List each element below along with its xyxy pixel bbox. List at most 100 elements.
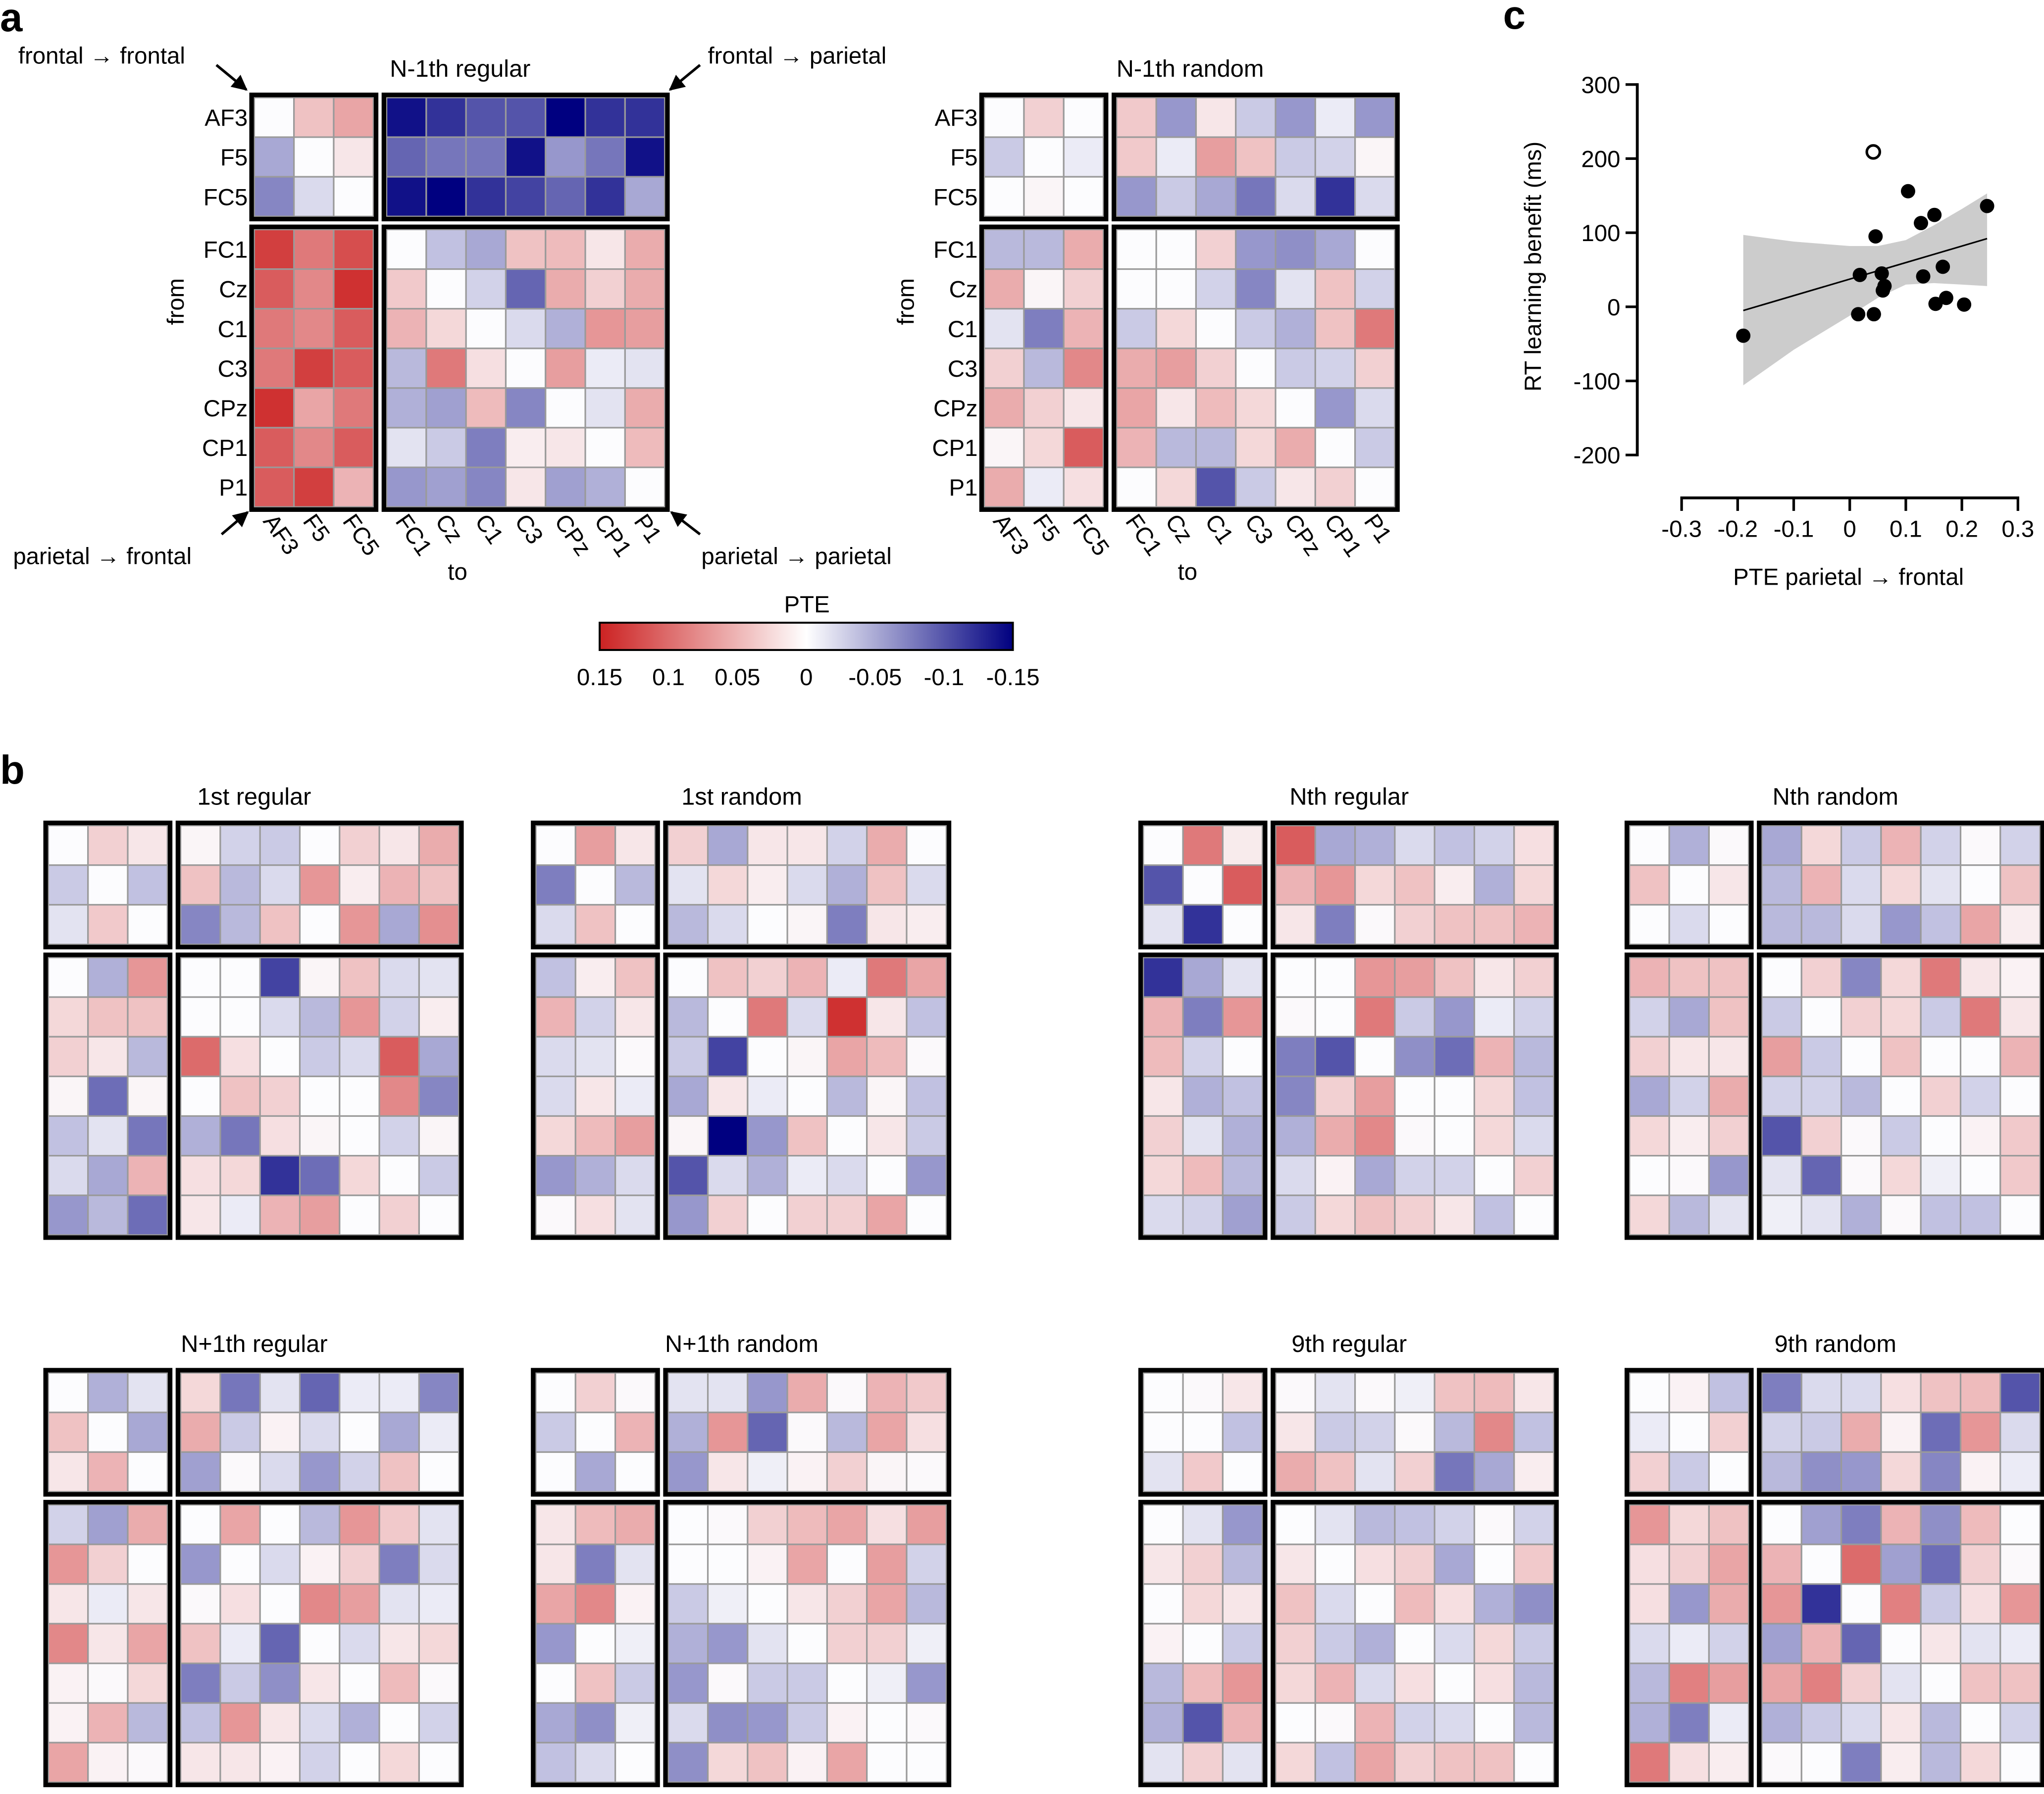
heatmap-panel: N-1th randomAF3F5FC5FC1CzC1C3CPzCP1P1AF3… [893,55,1400,585]
heatmap-cell [1668,1195,1710,1236]
heatmap-cell [866,1155,908,1196]
heatmap-cell [1394,864,1435,906]
panel-title: Nth random [1773,784,1898,810]
block-border [1111,224,1400,512]
heatmap-cell [667,1544,709,1585]
heatmap-cell [614,1195,656,1236]
heatmap-cell [906,1115,947,1157]
heatmap-cell [1800,1451,1842,1493]
heatmap-cell [906,824,947,866]
heatmap-cell [47,1195,89,1236]
heatmap-cell [1433,1702,1476,1744]
heatmap-cell [707,1742,749,1783]
heatmap-cell [1999,1411,2041,1453]
scatter-point [1957,297,1972,312]
heatmap-cell [624,308,666,349]
heatmap-cell [1142,1451,1184,1493]
heatmap-cell [505,268,547,310]
heatmap-cell [1275,1036,1316,1077]
heatmap-cell [906,1195,947,1236]
heatmap-cell [1513,864,1555,906]
block-border [1271,1368,1559,1497]
block-border [1624,952,1754,1240]
heatmap-cell [535,1451,576,1493]
heatmap-cell [127,1544,168,1585]
row-label: AF3 [204,105,248,131]
heatmap-cell [1222,1411,1264,1453]
heatmap-cell [293,466,335,508]
heatmap-cell [1959,1662,2001,1704]
heatmap-cell [1629,864,1670,906]
heatmap-cell [253,97,295,138]
heatmap-cell [339,824,380,866]
block-border [1757,1499,2044,1788]
heatmap-cell [906,1702,947,1744]
heatmap-cell [1394,1451,1435,1493]
heatmap-cell [386,466,427,508]
heatmap-cell [1433,864,1476,906]
heatmap-cell [906,996,947,1038]
heatmap-cell [1394,1115,1435,1157]
heatmap-cell [333,387,374,429]
block-border [1271,820,1559,949]
heatmap-cell [667,1583,709,1625]
heatmap-cell [253,308,295,349]
col-label: F5 [1027,509,1065,547]
heatmap-cell [1275,97,1316,138]
heatmap-cell [1314,176,1356,217]
heatmap-cell [747,824,788,866]
heatmap-cell [747,864,788,906]
heatmap-cell [1800,1115,1842,1157]
heatmap-cell [339,864,380,906]
row-label: CP1 [202,435,248,461]
heatmap-cell [574,1451,616,1493]
heatmap-cell [1761,1504,1802,1545]
heatmap-cell [535,956,576,998]
annotation-parietal-parietal: parietal → parietal [701,544,891,570]
heatmap-cell [219,1115,261,1157]
heatmap-panel: N-1th regularAF3F5FC5FC1CzC1C3CPzCP1P1AF… [163,55,670,585]
heatmap-cell [1959,1115,2001,1157]
heatmap-cell [707,1155,749,1196]
heatmap-cell [1629,1075,1670,1117]
heatmap-cell [1063,268,1105,310]
heatmap-cell [1142,1623,1184,1664]
heatmap-cell [1222,1504,1264,1545]
heatmap-cell [826,1075,868,1117]
scatter-point [1939,291,1953,305]
heatmap-cell [1880,1155,1922,1196]
heatmap-cell [1629,1623,1670,1664]
heatmap-cell [378,1036,420,1077]
heatmap-cell [1999,1115,2041,1157]
heatmap-cell [47,996,89,1038]
heatmap-cell [180,1411,221,1453]
heatmap-cell [505,176,547,217]
y-tick-label: -200 [1574,443,1621,469]
heatmap-cell [584,268,626,310]
colorbar-title: PTE [784,592,830,618]
heatmap-cell [1354,427,1396,468]
heatmap-cell [180,1075,221,1117]
heatmap-cell [87,1036,129,1077]
heatmap-cell [786,1544,828,1585]
heatmap-cell [299,1544,341,1585]
heatmap-cell [1023,427,1065,468]
heatmap-cell [1800,1544,1842,1585]
panel-title: N+1th regular [181,1331,327,1357]
heatmap-cell [1668,904,1710,946]
heatmap-cell [1920,864,1962,906]
heatmap-cell [983,466,1025,508]
heatmap-cell [1222,1702,1264,1744]
heatmap-cell [1314,136,1356,178]
panel-title: N-1th regular [390,55,530,82]
heatmap-cell [866,956,908,998]
heatmap-cell [1880,1372,1922,1413]
heatmap-cell [1195,348,1237,389]
heatmap-cell [1275,1583,1316,1625]
heatmap-cell [614,1662,656,1704]
heatmap-cell [505,466,547,508]
panel-title: 9th random [1775,1331,1896,1357]
heatmap-cell [786,1411,828,1453]
heatmap-cell [906,1372,947,1413]
heatmap-cell [259,1662,301,1704]
